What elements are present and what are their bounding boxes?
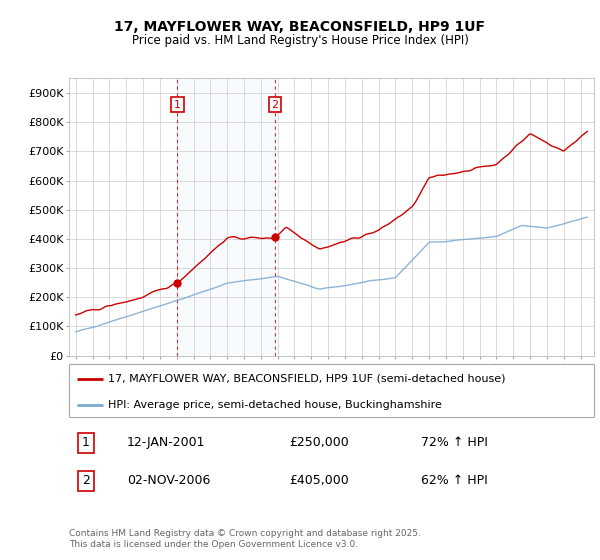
Text: 17, MAYFLOWER WAY, BEACONSFIELD, HP9 1UF: 17, MAYFLOWER WAY, BEACONSFIELD, HP9 1UF xyxy=(115,20,485,34)
Text: 02-NOV-2006: 02-NOV-2006 xyxy=(127,474,210,487)
Text: 12-JAN-2001: 12-JAN-2001 xyxy=(127,436,205,449)
Text: £250,000: £250,000 xyxy=(290,436,349,449)
Text: 62% ↑ HPI: 62% ↑ HPI xyxy=(421,474,487,487)
Bar xyxy=(178,78,275,356)
Text: 2: 2 xyxy=(82,474,90,487)
Text: Contains HM Land Registry data © Crown copyright and database right 2025.
This d: Contains HM Land Registry data © Crown c… xyxy=(69,529,421,549)
Text: 17, MAYFLOWER WAY, BEACONSFIELD, HP9 1UF (semi-detached house): 17, MAYFLOWER WAY, BEACONSFIELD, HP9 1UF… xyxy=(109,374,506,384)
Text: £405,000: £405,000 xyxy=(290,474,349,487)
Text: 72% ↑ HPI: 72% ↑ HPI xyxy=(421,436,488,449)
Text: HPI: Average price, semi-detached house, Buckinghamshire: HPI: Average price, semi-detached house,… xyxy=(109,400,442,410)
Text: 1: 1 xyxy=(82,436,90,449)
Text: 2: 2 xyxy=(271,100,278,110)
Text: Price paid vs. HM Land Registry's House Price Index (HPI): Price paid vs. HM Land Registry's House … xyxy=(131,34,469,46)
Text: 1: 1 xyxy=(174,100,181,110)
